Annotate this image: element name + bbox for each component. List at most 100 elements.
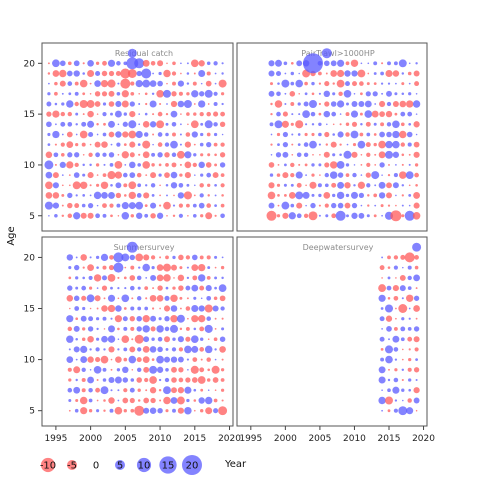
residual-bubble: [204, 120, 213, 129]
residual-bubble: [89, 369, 92, 371]
residual-bubble: [191, 304, 199, 313]
residual-bubble: [158, 71, 162, 76]
residual-bubble: [149, 100, 157, 108]
residual-bubble: [324, 203, 329, 208]
residual-bubble: [360, 92, 363, 96]
y-tick-label: 10: [24, 161, 36, 171]
residual-bubble: [218, 79, 227, 88]
residual-bubble: [200, 358, 203, 361]
residual-bubble: [364, 110, 373, 118]
residual-bubble: [151, 358, 155, 361]
residual-bubble: [206, 141, 212, 148]
residual-bubble: [386, 122, 392, 127]
panel-title: PairTrawl>1000HP: [301, 49, 375, 58]
residual-bubble: [345, 81, 350, 87]
residual-bubble: [282, 131, 288, 138]
x-tick-label: 2020: [412, 434, 435, 444]
residual-bubble: [115, 182, 122, 189]
residual-bubble: [68, 276, 72, 280]
residual-bubble: [179, 296, 183, 300]
residual-bubble: [152, 133, 155, 136]
residual-bubble: [330, 70, 338, 77]
residual-bubble: [171, 71, 177, 76]
residual-bubble: [170, 140, 178, 149]
residual-bubble: [393, 255, 399, 260]
residual-bubble: [332, 133, 335, 136]
residual-bubble: [95, 317, 100, 321]
residual-bubble: [149, 376, 157, 384]
residual-bubble: [353, 184, 356, 187]
residual-bubble: [185, 377, 191, 383]
residual-bubble: [304, 81, 308, 86]
residual-bubble: [353, 93, 356, 95]
residual-bubble: [82, 62, 85, 65]
residual-bubble: [199, 91, 205, 97]
residual-bubble: [103, 348, 106, 351]
residual-bubble: [82, 153, 85, 156]
residual-bubble: [163, 396, 171, 405]
residual-bubble: [388, 368, 390, 371]
residual-bubble: [359, 81, 364, 86]
residual-bubble: [378, 294, 386, 302]
residual-bubble: [317, 183, 322, 188]
residual-bubble: [295, 79, 304, 88]
residual-bubble: [358, 192, 365, 199]
residual-bubble: [371, 110, 379, 118]
residual-bubble: [142, 120, 150, 128]
residual-bubble: [54, 214, 58, 218]
residual-bubble: [291, 113, 294, 116]
residual-bubble: [318, 204, 321, 207]
residual-bubble: [318, 92, 321, 95]
bubble-layer: [66, 241, 228, 416]
residual-bubble: [138, 153, 141, 156]
residual-bubble: [128, 191, 136, 200]
residual-bubble: [402, 399, 404, 402]
residual-bubble: [130, 378, 135, 382]
residual-bubble: [102, 102, 107, 106]
residual-bubble: [67, 367, 72, 372]
y-tick-label: 10: [24, 356, 36, 366]
residual-bubble: [407, 367, 412, 372]
panel-title: Residual catch: [115, 49, 173, 58]
residual-bubble: [102, 378, 107, 382]
residual-bubble: [121, 151, 129, 159]
residual-bubble: [364, 100, 372, 108]
residual-bubble: [73, 172, 80, 178]
residual-bubble: [319, 153, 321, 156]
residual-bubble: [323, 60, 330, 67]
residual-bubble: [220, 378, 225, 382]
residual-bubble: [108, 152, 115, 158]
residual-bubble: [399, 274, 406, 281]
residual-bubble: [213, 91, 218, 96]
residual-bubble: [415, 317, 418, 320]
residual-bubble: [191, 90, 199, 98]
residual-bubble: [213, 142, 218, 147]
residual-bubble: [386, 285, 392, 291]
residual-bubble: [55, 123, 57, 126]
residual-bubble: [318, 214, 321, 217]
residual-bubble: [386, 326, 392, 332]
residual-bubble: [358, 101, 365, 107]
residual-bubble: [95, 152, 100, 158]
residual-bubble: [144, 377, 149, 383]
residual-bubble: [296, 182, 302, 188]
residual-bubble: [290, 203, 295, 208]
residual-bubble: [61, 102, 65, 106]
residual-bubble: [81, 367, 86, 372]
residual-bubble: [138, 92, 141, 95]
residual-bubble: [170, 305, 178, 312]
residual-bubble: [88, 387, 93, 393]
residual-bubble: [372, 91, 378, 97]
residual-bubble: [205, 396, 213, 405]
residual-bubble: [172, 132, 176, 137]
residual-bubble: [207, 194, 210, 197]
residual-bubble: [346, 214, 349, 218]
residual-bubble: [79, 181, 88, 190]
residual-bubble: [401, 153, 405, 157]
residual-bubble: [408, 184, 411, 187]
residual-bubble: [121, 100, 129, 108]
residual-bubble: [107, 304, 116, 313]
residual-bubble: [384, 345, 394, 354]
residual-bubble: [318, 132, 322, 137]
residual-bubble: [392, 285, 399, 292]
